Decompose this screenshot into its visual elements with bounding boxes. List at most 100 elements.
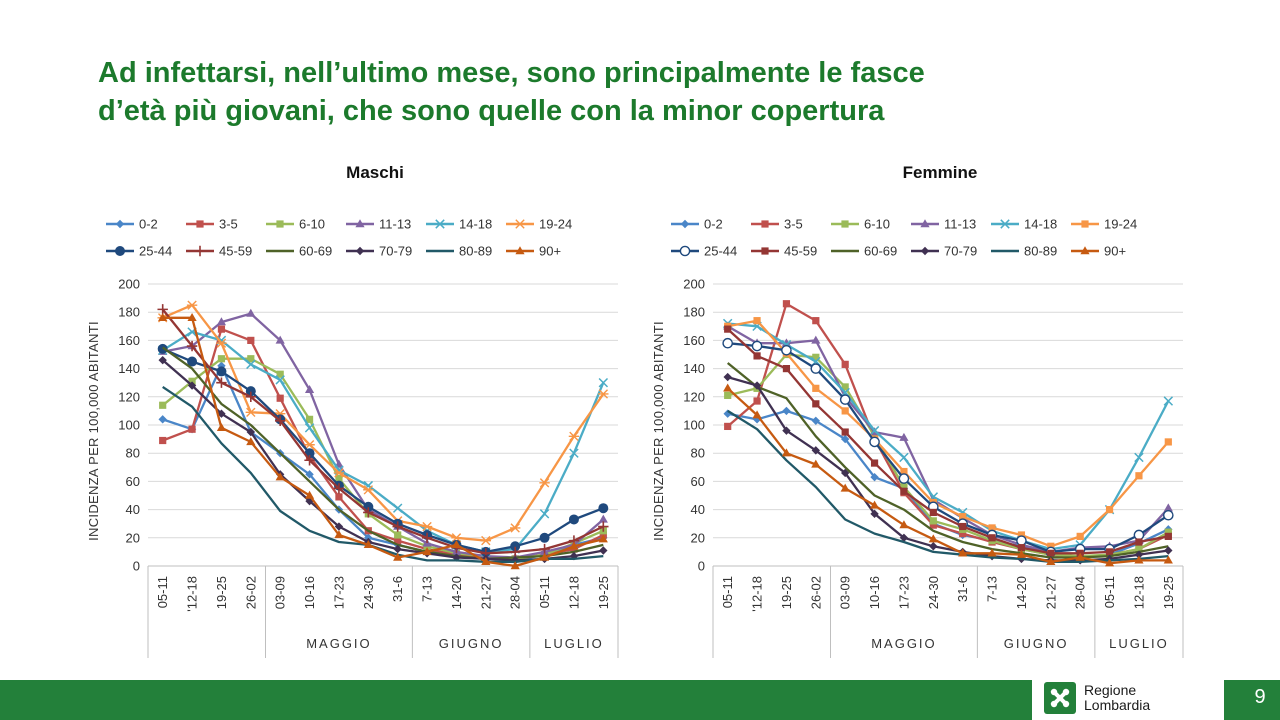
legend-label: 90+ [1104,244,1126,259]
legend-label: 6-10 [299,217,325,232]
data-point [275,335,285,344]
data-point [246,308,256,317]
x-tick-label: 03-09 [273,576,288,609]
y-tick-label: 100 [118,418,140,433]
data-point [510,561,520,570]
data-point [334,522,344,531]
data-point [598,521,609,532]
data-point [869,500,880,509]
legend-label: 14-18 [459,217,492,232]
legend-item-25-44: 25-44 [671,244,737,259]
data-point [480,535,492,546]
x-tick-label: 17-23 [331,576,346,609]
data-point [753,352,761,360]
data-point [869,425,880,436]
data-point [159,401,167,409]
data-point [723,383,733,392]
data-point [335,474,343,483]
y-axis-label: INCIDENZA PER 100,000 ABITANTI [651,321,666,541]
legend-marker [841,220,849,228]
legend-marker [196,220,204,228]
x-tick-label: 19-25 [214,576,229,609]
data-point [393,552,403,561]
x-tick-label: 7-13 [985,576,1000,602]
series-line [161,308,604,555]
data-point [1047,542,1055,550]
x-tick-label: 19-25 [779,576,794,609]
data-point [782,406,791,416]
legend-marker [194,245,206,257]
data-point [539,543,550,555]
data-point [245,391,257,402]
series-90 [723,383,1173,567]
data-point [959,529,967,538]
x-tick-label: 28-04 [1073,576,1088,609]
data-point [811,335,821,344]
x-tick-label: 31-6 [955,576,970,602]
x-tick-label: 12-18 [1131,576,1146,609]
x-tick-label: 31-6 [390,576,405,602]
data-point [899,432,909,441]
data-point [1016,549,1027,558]
series-line [726,328,1169,555]
data-point [246,359,256,370]
series-45-59 [157,304,609,559]
data-point [900,487,908,495]
data-point [812,384,820,392]
legend-item-14-18: 14-18 [426,217,492,232]
legend-label: 90+ [539,244,561,259]
data-point [1047,549,1055,557]
data-point [275,472,285,481]
series-60-69 [162,346,604,561]
data-point [812,400,820,408]
data-point [451,533,462,543]
x-tick-label: 26-02 [808,576,823,609]
data-point [509,546,521,558]
data-point [598,503,609,514]
legend-marker [680,219,690,229]
data-point [539,532,550,543]
y-tick-label: 40 [691,502,705,517]
data-point [1163,503,1173,512]
series-line [727,409,1169,563]
series-0-2 [723,406,1173,562]
x-tick-label: 28-04 [508,576,523,609]
data-point [870,509,879,519]
x-tick-label: 05-11 [1102,576,1117,608]
data-point [811,446,821,455]
data-point [870,472,879,482]
y-tick-label: 120 [118,389,140,404]
data-point [392,503,403,513]
data-point [753,317,761,325]
data-point [724,422,732,431]
legend-marker [1000,219,1010,229]
data-point [1016,535,1027,546]
data-point [305,415,314,423]
legend-item-14-18: 14-18 [991,217,1057,232]
data-point [363,540,373,549]
y-tick-label: 0 [133,559,140,574]
data-point [275,375,285,385]
series-25-44 [722,337,1174,558]
data-point [421,521,433,532]
y-tick-label: 200 [683,277,705,292]
data-point [811,459,821,468]
legend-item-70-79: 70-79 [911,244,977,259]
data-point [599,546,608,555]
series-14-18 [157,327,609,557]
data-point [334,530,344,539]
y-tick-label: 0 [698,559,705,574]
data-point [723,372,732,382]
series-80-89 [727,409,1169,563]
data-point [752,410,762,419]
data-point [841,407,849,415]
data-point [959,522,967,531]
data-point [245,386,256,397]
x-tick-label: 05-11 [155,576,170,608]
data-point [216,377,227,388]
data-point [158,415,167,424]
data-point [188,377,196,385]
y-gridlines [713,283,1183,567]
data-point [752,381,762,390]
data-point [333,468,345,478]
